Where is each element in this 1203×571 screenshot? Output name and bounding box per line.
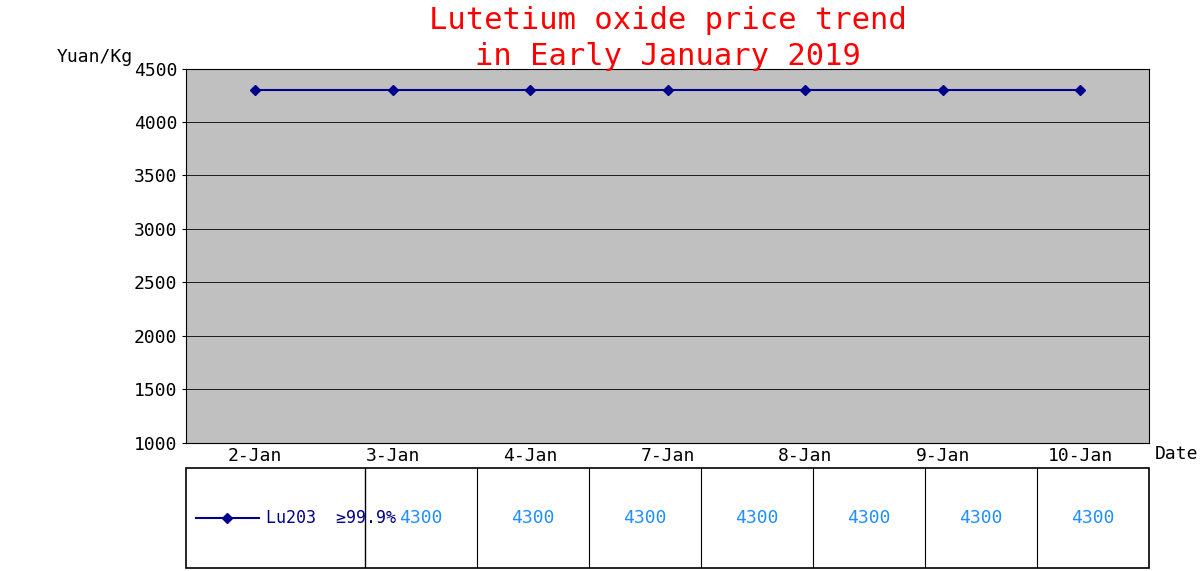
Text: 4300: 4300 (735, 509, 778, 527)
Text: Yuan/Kg: Yuan/Kg (57, 47, 132, 66)
Text: Date: Date (1155, 445, 1198, 464)
Text: 4300: 4300 (959, 509, 1002, 527)
Text: Lu203  ≥99.9%: Lu203 ≥99.9% (266, 509, 396, 527)
Text: 4300: 4300 (623, 509, 666, 527)
Text: 4300: 4300 (511, 509, 555, 527)
Text: 4300: 4300 (847, 509, 890, 527)
Text: 4300: 4300 (1071, 509, 1115, 527)
Text: 4300: 4300 (398, 509, 443, 527)
Text: Lutetium oxide price trend
in Early January 2019: Lutetium oxide price trend in Early Janu… (428, 6, 907, 71)
